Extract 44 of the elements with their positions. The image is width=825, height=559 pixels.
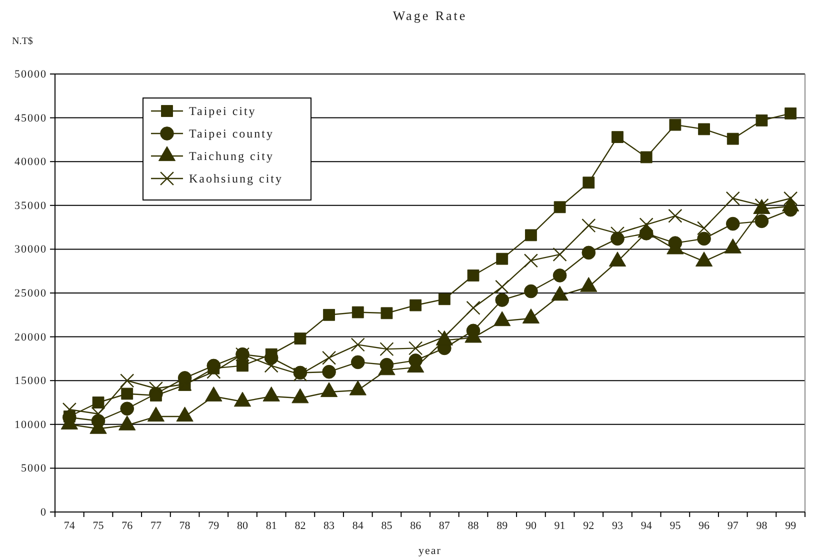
x-tick-label: 77 bbox=[150, 520, 162, 532]
x-tick-label: 80 bbox=[237, 520, 248, 532]
y-tick-label: 15000 bbox=[14, 375, 47, 388]
x-tick-label: 79 bbox=[208, 520, 220, 532]
x-tick-label: 85 bbox=[381, 520, 393, 532]
x-tick-label: 92 bbox=[583, 520, 594, 532]
legend-label: Kaohsiung city bbox=[189, 172, 283, 186]
y-tick-label: 25000 bbox=[14, 288, 47, 300]
y-tick-label: 30000 bbox=[14, 244, 47, 256]
y-tick-label: 0 bbox=[40, 506, 47, 519]
x-tick-label: 82 bbox=[294, 520, 306, 532]
y-axis-title: N.T$ bbox=[12, 36, 33, 47]
x-tick-label: 76 bbox=[122, 520, 134, 532]
x-tick-label: 97 bbox=[727, 520, 739, 532]
x-tick-label: 78 bbox=[179, 520, 191, 532]
x-tick-label: 75 bbox=[92, 520, 104, 532]
x-tick-label: 81 bbox=[266, 520, 277, 532]
y-tick-label: 50000 bbox=[14, 68, 47, 81]
x-tick-label: 91 bbox=[554, 520, 566, 532]
x-tick-label: 90 bbox=[525, 520, 537, 532]
x-tick-label: 89 bbox=[496, 520, 508, 532]
x-tick-label: 98 bbox=[756, 520, 768, 532]
x-tick-label: 93 bbox=[612, 520, 624, 532]
y-tick-label: 5000 bbox=[21, 462, 47, 475]
y-tick-label: 10000 bbox=[14, 418, 47, 431]
x-tick-label: 87 bbox=[438, 520, 450, 532]
chart-title: Wage Rate bbox=[392, 8, 468, 23]
x-tick-label: 88 bbox=[468, 520, 480, 532]
x-tick-label: 94 bbox=[640, 520, 652, 532]
legend-label: Taichung city bbox=[189, 149, 274, 163]
y-tick-label: 45000 bbox=[14, 112, 47, 124]
x-tick-label: 96 bbox=[698, 520, 710, 532]
x-tick-label: 84 bbox=[352, 520, 364, 532]
x-tick-label: 83 bbox=[324, 520, 336, 532]
y-tick-label: 20000 bbox=[14, 331, 47, 344]
x-tick-label: 95 bbox=[670, 520, 682, 532]
x-tick-label: 99 bbox=[785, 520, 797, 532]
legend-label: Taipei county bbox=[189, 126, 274, 140]
x-axis-title: year bbox=[418, 545, 442, 557]
legend-label: Taipei city bbox=[189, 104, 256, 118]
y-tick-label: 35000 bbox=[14, 200, 47, 212]
y-tick-label: 40000 bbox=[14, 156, 47, 168]
x-tick-label: 74 bbox=[64, 520, 76, 532]
x-tick-label: 86 bbox=[410, 520, 422, 532]
